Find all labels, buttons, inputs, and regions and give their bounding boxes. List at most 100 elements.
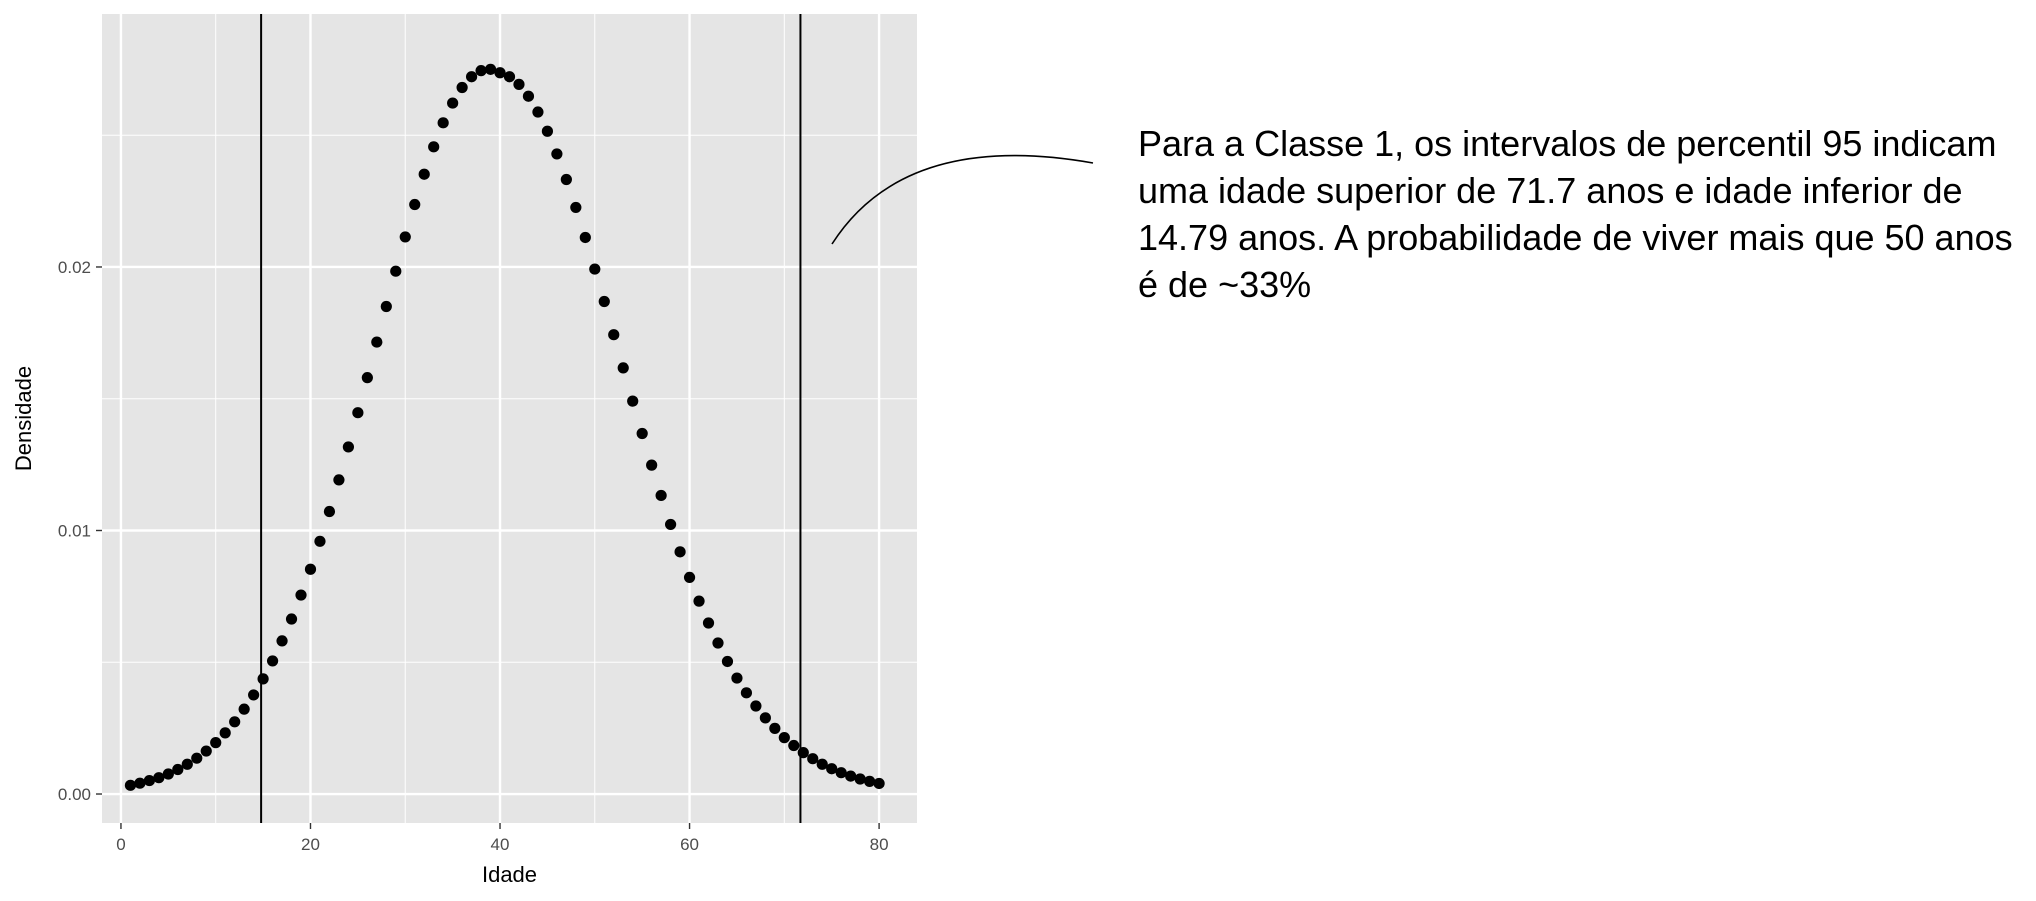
data-point [721,655,734,668]
data-point [864,775,876,787]
data-point [712,637,724,649]
x-tick-label: 20 [301,835,320,854]
data-point [674,546,686,558]
data-point [702,617,715,629]
y-tick-label: 0.01 [58,521,91,540]
data-point [342,441,354,453]
data-point [589,263,601,275]
data-point [835,767,847,779]
data-point [807,753,819,765]
data-point [655,489,667,502]
grid-major [102,14,917,823]
data-point [295,589,307,601]
y-axis-title: Densidade [11,366,36,471]
data-point [475,65,487,77]
data-point [731,672,743,684]
data-point [172,763,184,776]
data-point [788,739,800,752]
data-point [778,732,790,744]
data-point [447,97,459,109]
percentile-lines [260,14,802,823]
data-point [665,518,677,531]
x-tick-label: 80 [870,835,889,854]
data-point [693,595,705,607]
data-point [371,336,383,348]
data-point [191,752,203,764]
data-point [608,329,620,341]
density-chart: 0 20 40 60 80 0.00 0.01 0.02 Idade Densidade [11,14,1094,887]
y-tick-label: 0.00 [58,785,91,804]
data-point [124,779,137,791]
data-point [181,758,193,770]
data-point [551,148,563,160]
y-axis-ticks: 0.00 0.01 0.02 [58,258,102,804]
data-point [494,67,506,79]
x-tick-label: 40 [491,835,510,854]
data-point [285,613,298,625]
data-point [257,673,269,685]
data-point [323,505,336,518]
grid-minor [102,14,917,823]
data-point [333,474,345,486]
data-point [248,689,260,701]
data-point [428,141,440,153]
data-point [134,777,146,789]
data-point [418,168,430,180]
x-axis-ticks: 0 20 40 60 80 [116,823,889,854]
data-point [456,81,468,94]
data-point [845,770,857,782]
x-tick-label: 60 [680,835,699,854]
data-point [873,777,885,790]
data-point [598,295,610,308]
data-point [513,78,525,90]
data-point [314,535,326,547]
data-point [826,763,838,775]
data-point [617,362,629,374]
x-axis-title: Idade [482,862,537,887]
plot-panel [102,14,917,823]
data-point [683,571,696,584]
data-point [210,737,222,749]
y-tick-label: 0.02 [58,258,91,277]
data-point [541,125,554,137]
data-point [266,655,279,667]
data-point [219,727,231,739]
data-point [560,173,572,186]
data-point [437,117,449,129]
data-point [579,231,591,244]
data-point [769,722,781,734]
data-point [399,231,411,243]
data-point [409,198,421,211]
data-point [200,745,212,757]
data-point [522,90,535,102]
data-point [740,687,753,699]
data-point [276,635,288,647]
x-tick-label: 0 [116,835,125,854]
data-point [162,768,174,780]
data-point [627,395,639,407]
callout-arc [831,154,1094,245]
data-point [484,63,497,75]
data-point [153,772,165,784]
data-point [380,300,392,313]
data-point [352,407,364,419]
data-point [854,773,866,785]
data-point [238,703,250,715]
data-point [143,774,155,787]
data-point [465,71,478,83]
data-point [816,758,828,770]
data-point [646,459,658,471]
data-point [304,563,317,575]
data-point [229,716,241,728]
data-point [532,106,544,118]
data-points [124,63,885,791]
data-point [636,427,648,440]
data-point [797,747,809,759]
annotation-text: Para a Classe 1, os intervalos de percen… [1138,123,2013,305]
data-point [759,712,771,724]
data-point [503,71,516,83]
data-point [361,372,373,384]
data-point [750,700,762,712]
data-point [390,265,402,277]
data-point [570,201,582,214]
